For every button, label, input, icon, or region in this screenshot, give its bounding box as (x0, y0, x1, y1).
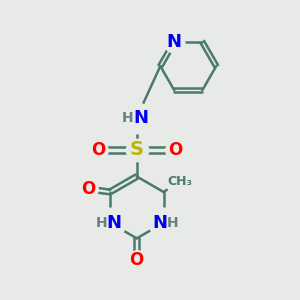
Text: O: O (168, 141, 182, 159)
Text: N: N (167, 33, 182, 51)
Text: O: O (130, 250, 144, 268)
Text: H: H (167, 216, 178, 230)
Text: N: N (134, 109, 149, 127)
Text: N: N (152, 214, 167, 232)
Text: CH₃: CH₃ (167, 175, 192, 188)
Text: N: N (106, 214, 121, 232)
Text: H: H (122, 111, 134, 124)
Text: S: S (130, 140, 144, 160)
Text: O: O (91, 141, 106, 159)
Text: H: H (96, 216, 107, 230)
Text: O: O (81, 180, 95, 198)
